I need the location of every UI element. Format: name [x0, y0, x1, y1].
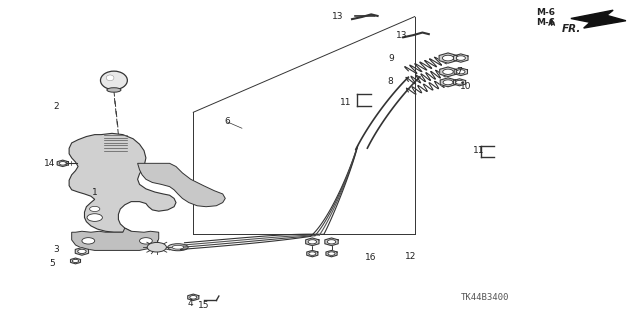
Circle shape [308, 240, 317, 244]
Polygon shape [440, 67, 456, 77]
Polygon shape [76, 248, 88, 255]
Circle shape [443, 69, 453, 74]
Text: 10: 10 [460, 82, 472, 91]
Polygon shape [306, 238, 319, 246]
Text: 15: 15 [198, 301, 209, 310]
Text: 13: 13 [332, 12, 344, 21]
Circle shape [327, 240, 336, 244]
Text: 8: 8 [388, 77, 393, 86]
Circle shape [90, 206, 100, 211]
Text: 5: 5 [50, 259, 55, 268]
Polygon shape [326, 250, 337, 257]
Text: 13: 13 [396, 31, 408, 40]
Circle shape [456, 70, 465, 74]
Text: 14: 14 [44, 159, 56, 168]
Text: 16: 16 [365, 253, 377, 262]
Circle shape [87, 214, 102, 221]
Text: 4: 4 [188, 299, 193, 308]
Circle shape [147, 242, 166, 252]
Polygon shape [571, 10, 626, 28]
Circle shape [72, 259, 79, 263]
Text: TK44B3400: TK44B3400 [461, 293, 509, 302]
Text: 2: 2 [54, 102, 59, 111]
Circle shape [309, 252, 316, 255]
Text: M-6: M-6 [536, 19, 556, 27]
Ellipse shape [106, 75, 114, 81]
Circle shape [442, 55, 454, 61]
Ellipse shape [107, 88, 121, 92]
Polygon shape [72, 228, 159, 250]
Polygon shape [70, 258, 81, 264]
Circle shape [443, 80, 453, 85]
Circle shape [456, 56, 465, 60]
Polygon shape [57, 160, 68, 167]
Polygon shape [454, 54, 468, 62]
Polygon shape [453, 79, 466, 86]
Polygon shape [454, 68, 467, 76]
Text: 11: 11 [473, 146, 484, 155]
Circle shape [82, 238, 95, 244]
Ellipse shape [100, 71, 127, 90]
Text: FR.: FR. [562, 24, 581, 34]
Text: M-6: M-6 [536, 8, 556, 17]
Circle shape [140, 238, 152, 244]
Text: 6: 6 [225, 117, 230, 126]
Circle shape [456, 80, 463, 84]
Text: 12: 12 [405, 252, 417, 261]
Text: 9: 9 [389, 54, 394, 63]
Circle shape [328, 252, 335, 255]
Ellipse shape [172, 245, 184, 249]
Ellipse shape [168, 244, 188, 251]
Polygon shape [69, 133, 176, 232]
Polygon shape [138, 163, 225, 207]
Polygon shape [307, 250, 318, 257]
Text: 7: 7 [457, 67, 462, 76]
Circle shape [189, 295, 197, 299]
Text: 3: 3 [54, 245, 59, 254]
Polygon shape [440, 78, 456, 87]
Polygon shape [439, 53, 457, 63]
Circle shape [77, 249, 86, 254]
Circle shape [59, 161, 67, 165]
Text: 1: 1 [92, 189, 97, 197]
Polygon shape [325, 238, 338, 246]
Text: 11: 11 [340, 98, 351, 107]
Polygon shape [188, 294, 199, 300]
